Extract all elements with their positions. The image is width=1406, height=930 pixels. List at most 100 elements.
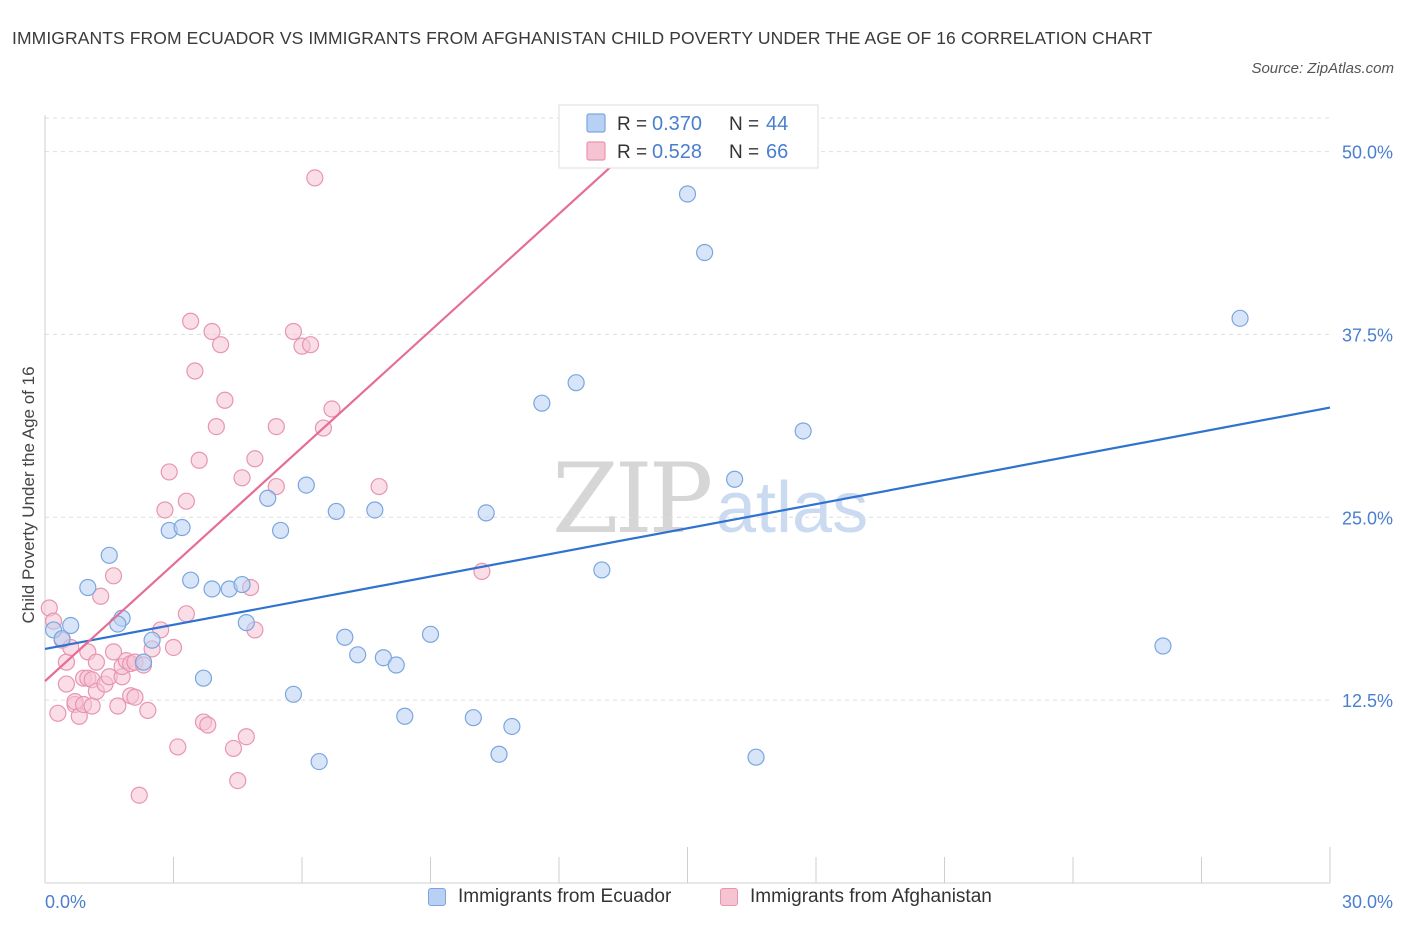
point-ecuador — [747, 748, 765, 766]
chart-title: IMMIGRANTS FROM ECUADOR VS IMMIGRANTS FR… — [12, 28, 1153, 48]
point-ecuador — [233, 575, 251, 594]
stats-n-label: N = — [729, 142, 759, 163]
y-tick-label: 50.0% — [1342, 143, 1393, 163]
point-ecuador — [194, 669, 213, 687]
point-afghanistan — [130, 786, 148, 804]
point-ecuador — [297, 476, 315, 494]
x-tick-label-min: 0.0% — [45, 892, 86, 912]
point-ecuador — [259, 489, 277, 507]
point-afghanistan — [267, 417, 285, 436]
point-afghanistan — [182, 312, 200, 330]
point-afghanistan — [164, 638, 183, 657]
point-ecuador — [366, 501, 384, 519]
point-ecuador — [1231, 309, 1249, 327]
y-tick-label: 37.5% — [1342, 325, 1393, 345]
point-ecuador — [336, 628, 354, 646]
point-ecuador — [271, 521, 290, 540]
point-afghanistan — [284, 322, 303, 341]
point-afghanistan — [92, 587, 110, 605]
point-ecuador — [477, 504, 495, 522]
point-afghanistan — [160, 463, 178, 481]
stats-n-value: 44 — [766, 113, 788, 135]
point-ecuador — [567, 374, 585, 392]
stats-r-label: R = — [617, 114, 647, 135]
point-afghanistan — [199, 716, 217, 734]
stats-r-value: 0.528 — [652, 141, 702, 163]
bottom-legend: Immigrants from Ecuador Immigrants from … — [0, 886, 1406, 918]
point-ecuador — [533, 394, 551, 412]
point-ecuador — [1154, 637, 1172, 655]
point-ecuador — [310, 752, 328, 771]
stats-swatch-ecuador — [586, 113, 606, 133]
point-afghanistan — [156, 501, 174, 519]
point-afghanistan — [186, 362, 204, 380]
stats-r-label: R = — [617, 142, 647, 163]
point-afghanistan — [109, 697, 127, 715]
point-ecuador — [100, 546, 118, 564]
stats-n-label: N = — [729, 114, 759, 135]
point-ecuador — [173, 518, 191, 537]
y-axis-label: Child Poverty Under the Age of 16 — [19, 366, 38, 623]
legend-label-ecuador: Immigrants from Ecuador — [458, 886, 672, 907]
point-ecuador — [726, 470, 744, 488]
point-ecuador — [62, 616, 80, 635]
point-afghanistan — [203, 322, 221, 341]
point-ecuador — [143, 631, 161, 649]
point-ecuador — [349, 646, 367, 664]
point-afghanistan — [212, 336, 230, 354]
point-afghanistan — [169, 738, 187, 756]
point-ecuador — [387, 656, 405, 674]
x-tick-label-max: 30.0% — [1342, 892, 1393, 912]
point-ecuador — [79, 578, 97, 597]
point-ecuador — [134, 653, 153, 671]
point-ecuador — [396, 707, 414, 725]
point-ecuador — [182, 571, 200, 589]
point-afghanistan — [177, 492, 195, 510]
point-afghanistan — [104, 567, 123, 585]
legend-item-ecuador[interactable]: Immigrants from Ecuador — [428, 886, 671, 908]
point-ecuador — [327, 502, 345, 521]
point-ecuador — [696, 243, 714, 262]
point-ecuador — [237, 614, 255, 632]
point-afghanistan — [177, 605, 195, 623]
stats-r-value: 0.370 — [652, 113, 702, 135]
source-label: Source: ZipAtlas.com — [1251, 60, 1394, 77]
point-afghanistan — [224, 739, 243, 758]
point-afghanistan — [246, 450, 264, 468]
stats-legend: R = 0.370 N = 44 R = 0.528 N = 66 — [558, 104, 819, 169]
point-afghanistan — [229, 771, 247, 790]
point-afghanistan — [237, 728, 255, 746]
point-ecuador — [374, 649, 392, 667]
point-afghanistan — [87, 653, 106, 671]
point-ecuador — [503, 717, 521, 736]
legend-swatch-afghanistan — [720, 888, 738, 906]
watermark-zip: ZIP — [552, 443, 711, 555]
point-ecuador — [490, 745, 508, 763]
point-ecuador — [284, 685, 303, 703]
point-afghanistan — [190, 451, 208, 469]
legend-swatch-ecuador — [428, 888, 446, 906]
point-afghanistan — [370, 477, 388, 496]
stats-swatch-afghanistan — [586, 141, 606, 161]
point-afghanistan — [207, 417, 225, 436]
point-afghanistan — [139, 701, 157, 719]
point-ecuador — [109, 615, 127, 633]
trendline-ecuador — [44, 406, 1331, 651]
trendline-afghanistan — [44, 150, 629, 682]
point-afghanistan — [126, 688, 144, 706]
point-ecuador — [593, 561, 611, 579]
y-tick-label: 25.0% — [1342, 508, 1393, 528]
point-afghanistan — [267, 477, 285, 496]
legend-item-afghanistan[interactable]: Immigrants from Afghanistan — [720, 886, 992, 908]
legend-label-afghanistan: Immigrants from Afghanistan — [750, 886, 992, 907]
point-ecuador — [794, 422, 812, 440]
point-ecuador — [464, 709, 482, 727]
point-afghanistan — [83, 697, 101, 715]
point-afghanistan — [49, 704, 67, 722]
point-ecuador — [421, 625, 440, 643]
point-afghanistan — [301, 336, 320, 354]
stats-n-value: 66 — [766, 141, 788, 163]
point-afghanistan — [233, 469, 251, 487]
y-tick-label: 12.5% — [1342, 691, 1393, 711]
